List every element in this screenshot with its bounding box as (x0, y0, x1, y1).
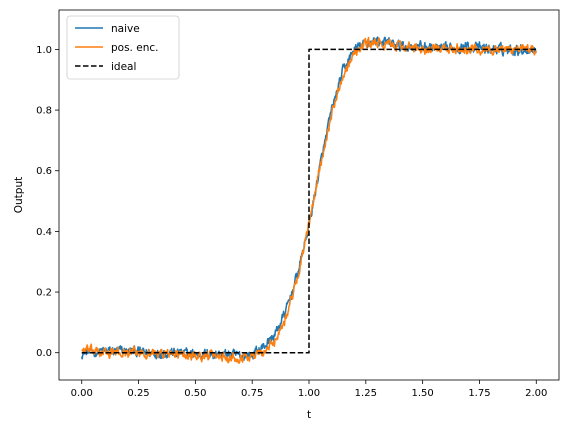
legend: naive pos. enc. ideal (66, 15, 180, 80)
y-axis-title: Output (13, 177, 25, 213)
x-tick-label: 2.00 (525, 388, 547, 399)
x-axis-ticks: 0.00 0.25 0.50 0.75 1.00 1.25 1.50 1.75 2.00 (71, 380, 547, 399)
x-tick-label: 1.50 (412, 388, 434, 399)
series-line-ideal (81, 48, 537, 354)
legend-box (66, 15, 180, 80)
y-tick-label: 0.2 (36, 288, 52, 299)
y-tick-label: 0.4 (36, 227, 52, 238)
x-tick-label: 0.50 (184, 388, 206, 399)
y-tick-label: 0.0 (36, 348, 52, 359)
y-tick-label: 0.8 (36, 106, 52, 117)
x-tick-label: 0.25 (127, 388, 149, 399)
legend-label: naive (111, 23, 140, 35)
x-tick-label: 0.00 (71, 388, 93, 399)
legend-label: pos. enc. (111, 42, 158, 54)
y-tick-label: 0.6 (36, 166, 52, 177)
x-tick-label: 0.75 (241, 388, 263, 399)
series-layer (80, 36, 537, 364)
x-tick-label: 1.00 (298, 388, 320, 399)
legend-label: ideal (111, 61, 136, 73)
y-axis-ticks: 0.0 0.2 0.4 0.6 0.8 1.0 (36, 45, 59, 359)
x-tick-label: 1.75 (468, 388, 490, 399)
x-tick-label: 1.25 (355, 388, 377, 399)
x-axis-title: t (307, 409, 311, 421)
y-tick-label: 1.0 (36, 45, 52, 56)
series-line-pos-enc (81, 36, 537, 364)
